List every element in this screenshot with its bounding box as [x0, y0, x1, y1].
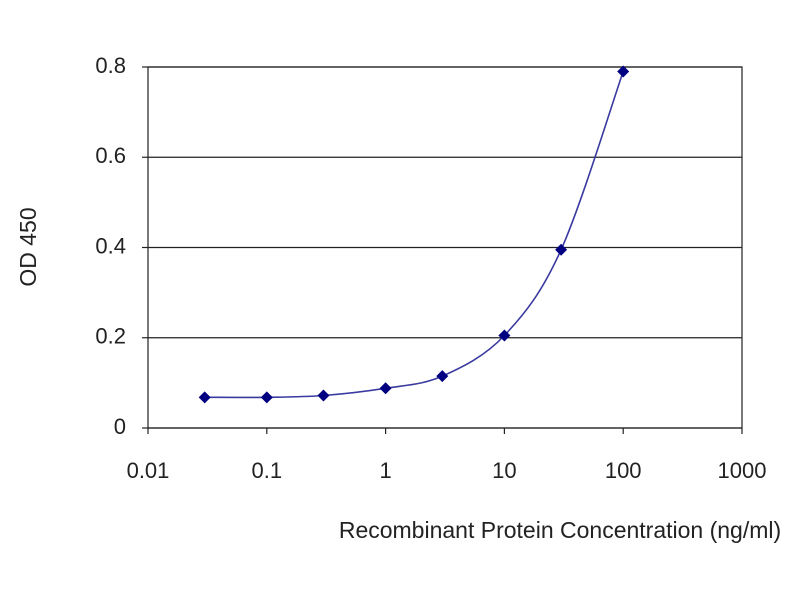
- x-tick-label: 1: [379, 458, 391, 483]
- plot-frame: [147, 66, 743, 429]
- y-axis-label: OD 450: [15, 207, 41, 286]
- data-point: [317, 389, 330, 402]
- x-tick-label: 100: [605, 458, 642, 483]
- y-tick-label: 0.2: [95, 324, 126, 349]
- data-point: [617, 65, 630, 78]
- data-point: [436, 370, 449, 383]
- x-axis-label: Recombinant Protein Concentration (ng/ml…: [339, 517, 781, 543]
- x-tick-label: 1000: [718, 458, 767, 483]
- series-line: [204, 71, 624, 399]
- data-point: [198, 391, 211, 404]
- x-tick-label: 0.01: [127, 458, 170, 483]
- x-tick-label: 0.1: [252, 458, 283, 483]
- x-tick-label: 10: [492, 458, 516, 483]
- y-tick-label: 0: [114, 414, 126, 439]
- y-tick-label: 0.6: [95, 143, 126, 168]
- data-point: [260, 391, 273, 404]
- y-tick-label: 0.8: [95, 53, 126, 78]
- y-tick-label: 0.4: [95, 233, 126, 258]
- data-point: [555, 243, 568, 256]
- data-point: [379, 382, 392, 395]
- data-point: [498, 329, 511, 342]
